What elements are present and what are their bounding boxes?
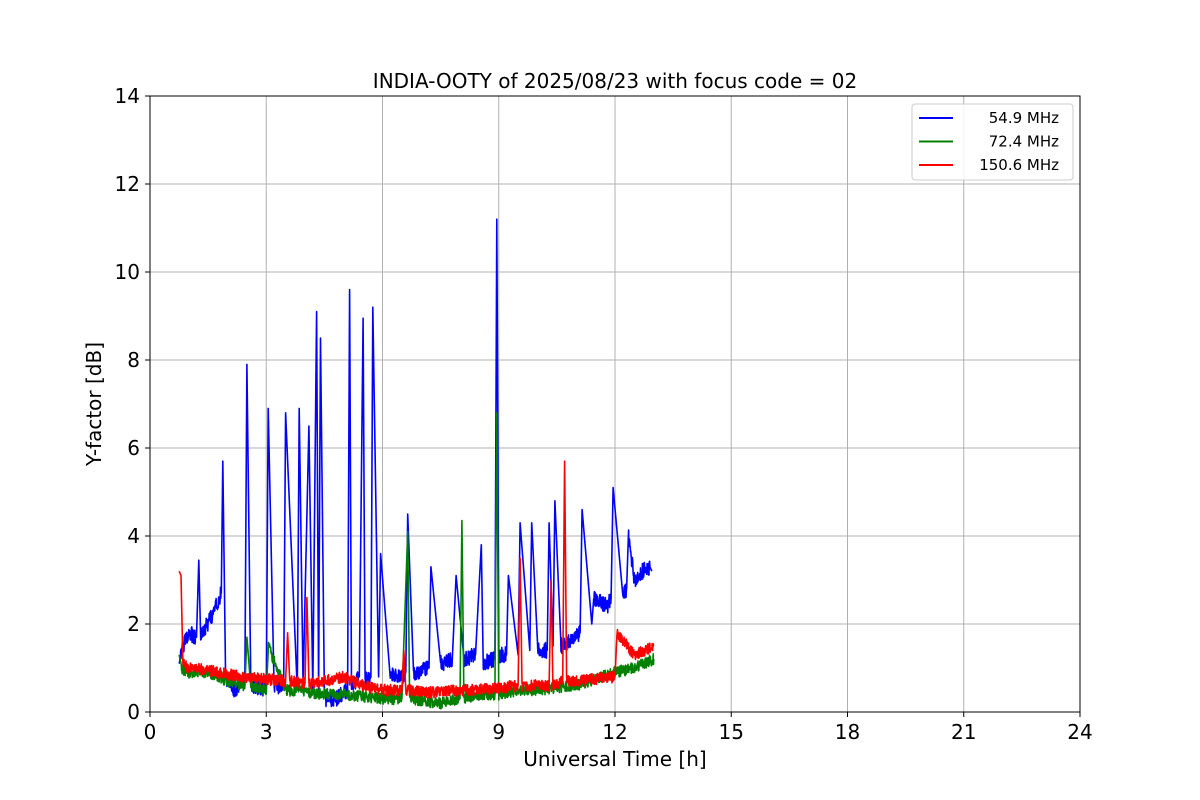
chart-title: INDIA-OOTY of 2025/08/23 with focus code… (373, 69, 857, 93)
series-line (178, 460, 655, 699)
series-layer (178, 218, 655, 710)
x-tick-label: 15 (719, 720, 744, 744)
x-axis-label: Universal Time [h] (523, 747, 706, 771)
x-tick-label: 3 (260, 720, 273, 744)
x-tick-label: 9 (492, 720, 505, 744)
y-tick-label: 6 (127, 436, 140, 460)
x-tick-label: 12 (602, 720, 627, 744)
y-tick-label: 14 (115, 84, 140, 108)
y-tick-label: 10 (115, 260, 140, 284)
legend-box (911, 103, 1074, 181)
x-tick-label: 18 (835, 720, 860, 744)
y-axis-label: Y-factor [dB] (82, 342, 106, 467)
y-axis: 0 2 4 6 8 10 12 14 (115, 84, 150, 724)
legend-label: 72.4 MHz (989, 133, 1059, 151)
x-tick-label: 24 (1067, 720, 1092, 744)
y-tick-label: 12 (115, 172, 140, 196)
y-tick-label: 2 (127, 612, 140, 636)
x-tick-label: 0 (144, 720, 157, 744)
x-tick-label: 6 (376, 720, 389, 744)
legend-label: 54.9 MHz (989, 109, 1059, 127)
x-axis: 0 3 6 9 12 15 18 21 24 (144, 712, 1093, 744)
y-tick-label: 8 (127, 348, 140, 372)
y-tick-label: 4 (127, 524, 140, 548)
x-tick-label: 21 (951, 720, 976, 744)
legend: 54.9 MHz 72.4 MHz 150.6 MHz (911, 103, 1074, 181)
legend-label: 150.6 MHz (979, 156, 1059, 174)
y-tick-label: 0 (127, 700, 140, 724)
